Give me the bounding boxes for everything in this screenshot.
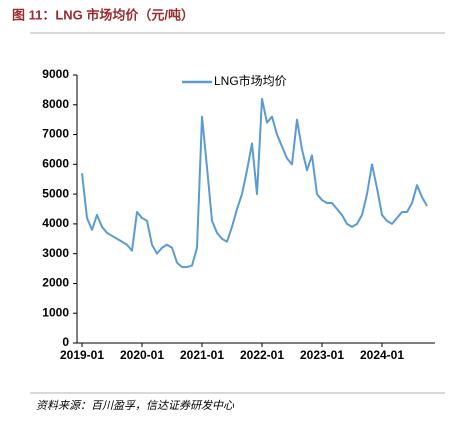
y-tick-label: 2000 <box>42 276 69 290</box>
y-tick-label: 6000 <box>42 157 69 171</box>
x-tick-label: 2019-01 <box>60 348 104 362</box>
y-tick-label: 0 <box>62 335 69 349</box>
y-tick-label: 4000 <box>42 216 69 230</box>
x-tick-label: 2022-01 <box>240 348 284 362</box>
x-tick-label: 2020-01 <box>120 348 164 362</box>
legend-label: LNG市场均价 <box>214 73 287 88</box>
y-tick-label: 3000 <box>42 246 69 260</box>
y-tick-label: 5000 <box>42 186 69 200</box>
y-tick-label: 1000 <box>42 305 69 319</box>
y-tick-label: 7000 <box>42 127 69 141</box>
y-tick-label: 8000 <box>42 97 69 111</box>
chart-title: 图 11：LNG 市场均价（元/吨） <box>12 7 194 22</box>
y-tick-label: 9000 <box>42 67 69 81</box>
series-line <box>81 97 428 269</box>
source-note: 资料来源：百川盈孚，信达证券研发中心 <box>36 399 235 412</box>
x-tick-label: 2023-01 <box>300 348 344 362</box>
x-tick-label: 2024-01 <box>360 348 404 362</box>
x-tick-label: 2021-01 <box>180 348 224 362</box>
